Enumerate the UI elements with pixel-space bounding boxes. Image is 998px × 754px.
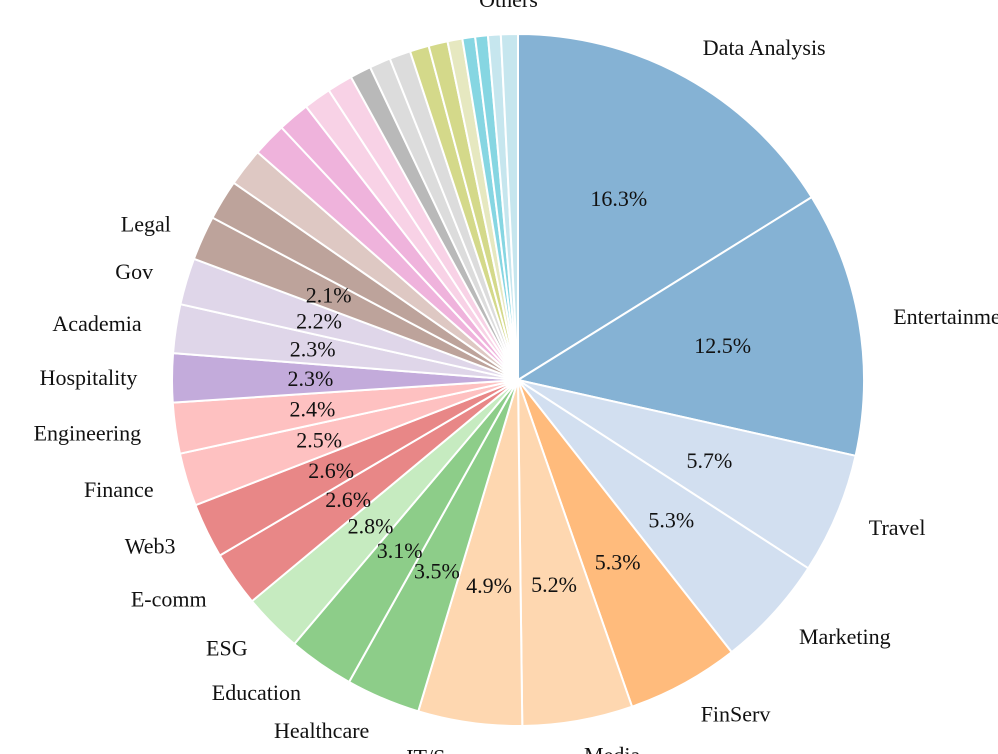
pct-label-e-comm: 2.6% <box>325 487 371 512</box>
pie-slice-data-analysis <box>517 33 813 381</box>
pct-label-marketing: 5.3% <box>648 508 694 533</box>
pct-label-finserv: 5.3% <box>595 550 641 575</box>
category-label-finance: Finance <box>84 477 154 502</box>
category-label-academia: Academia <box>52 311 141 336</box>
category-label-others: Others <box>479 0 538 12</box>
category-label-e-comm: E-comm <box>131 586 207 611</box>
category-label-engineering: Engineering <box>34 421 142 446</box>
pct-label-travel: 5.7% <box>686 448 732 473</box>
pct-label-legal: 2.1% <box>306 282 352 307</box>
pct-label-finance: 2.5% <box>296 427 342 452</box>
pct-label-esg: 2.8% <box>348 514 394 539</box>
pct-label-entertainment: 12.5% <box>694 333 751 358</box>
pct-label-web3: 2.6% <box>308 458 354 483</box>
pct-label-it-sec: 4.9% <box>466 573 512 598</box>
category-label-finserv: FinServ <box>701 701 771 726</box>
percentage-labels: 16.3%12.5%5.7%5.3%5.3%5.2%4.9%3.5%3.1%2.… <box>287 186 751 598</box>
pct-label-media: 5.2% <box>531 572 577 597</box>
pct-label-engineering: 2.4% <box>289 397 335 422</box>
pct-label-healthcare: 3.5% <box>414 559 460 584</box>
pie-slices <box>171 33 865 727</box>
pct-label-academia: 2.3% <box>290 337 336 362</box>
pct-label-education: 3.1% <box>377 538 423 563</box>
pct-label-data-analysis: 16.3% <box>590 186 647 211</box>
pie-slice-entertainment <box>517 196 865 457</box>
category-label-healthcare: Healthcare <box>274 718 369 743</box>
category-labels: Data Analysis Entertainment Travel Marketin… <box>34 0 998 754</box>
category-label-legal: Legal <box>121 211 171 236</box>
category-label-gov: Gov <box>115 259 153 284</box>
category-label-education: Education <box>212 680 301 705</box>
category-label-web3: Web3 <box>125 533 176 558</box>
category-label-esg: ESG <box>206 635 248 660</box>
category-label-hospitality: Hospitality <box>40 365 138 390</box>
category-label-media: Media <box>584 742 640 754</box>
pct-label-hospitality: 2.3% <box>287 366 333 391</box>
category-label-entertainment: Entertainment <box>893 304 998 329</box>
pct-label-gov: 2.2% <box>296 308 342 333</box>
category-label-data-analysis: Data Analysis <box>703 35 826 60</box>
category-label-it-sec: IT/Sec <box>406 744 465 754</box>
pie-slice-others <box>499 33 519 381</box>
category-label-marketing: Marketing <box>799 624 891 649</box>
category-label-travel: Travel <box>869 515 926 540</box>
